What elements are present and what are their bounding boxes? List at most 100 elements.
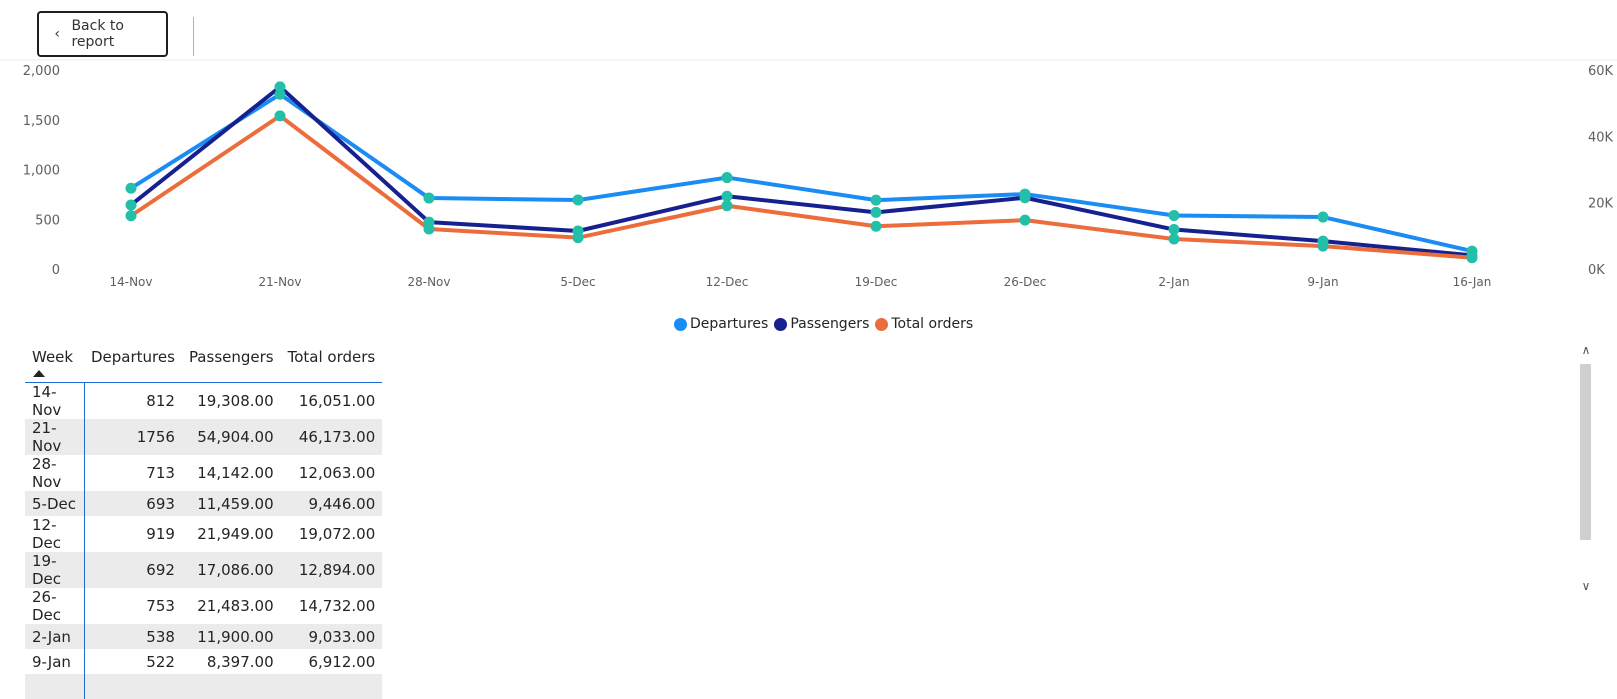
legend-swatch-passengers: [774, 317, 788, 331]
sort-ascending-icon: [33, 370, 45, 377]
data-point: [423, 192, 435, 204]
y-right-tick-label: 20K: [1588, 197, 1614, 212]
cell-total-orders: 19,072.00: [298, 525, 376, 543]
table-row[interactable]: 14-Nov 812 19,308.00 16,051.00: [25, 382, 382, 419]
data-point: [1019, 214, 1031, 226]
cell-passengers: 11,459.00: [181, 491, 281, 516]
table-row-partial[interactable]: [25, 674, 383, 699]
cell-week: 21-Nov: [25, 419, 85, 455]
column-header-week[interactable]: Week: [25, 340, 84, 383]
cell-passengers: 21,949.00: [197, 525, 274, 543]
cell-departures: 1756: [84, 419, 182, 455]
data-point: [274, 81, 286, 93]
legend-item-total-orders[interactable]: Total orders: [875, 316, 973, 332]
legend-item-departures[interactable]: Departures: [674, 316, 768, 332]
header-divider: [0, 59, 1617, 61]
chevron-down-icon[interactable]: ∨: [1581, 579, 1591, 593]
y-right-tick-label: 0K: [1588, 263, 1605, 278]
cell-departures: 713: [146, 464, 175, 482]
data-point: [1168, 233, 1180, 245]
back-to-report-button[interactable]: ‹ Back to report: [37, 11, 168, 57]
data-point: [1317, 240, 1329, 252]
data-point: [721, 200, 733, 212]
top-bar: ‹ Back to report: [0, 0, 1617, 60]
cell-departures: [84, 674, 182, 699]
cell-passengers: 17,086.00: [181, 552, 281, 588]
x-tick-label: 2-Jan: [1158, 275, 1189, 289]
cell-passengers: [181, 674, 281, 699]
cell-passengers: 19,308.00: [197, 392, 274, 410]
table-row[interactable]: 21-Nov 1756 54,904.00 46,173.00: [25, 419, 383, 455]
y-right-tick-label: 60K: [1588, 64, 1614, 79]
table-row[interactable]: 19-Dec 692 17,086.00 12,894.00: [25, 552, 383, 588]
table-row[interactable]: 28-Nov 713 14,142.00 12,063.00: [25, 455, 382, 491]
data-point: [870, 220, 882, 232]
line-chart: 0 500 1,000 1,500 2,000 0K 20K 40K 60K 14-Nov 21-N…: [23, 64, 1614, 289]
x-tick-label: 21-Nov: [258, 275, 301, 289]
scrollbar-thumb[interactable]: [1580, 364, 1591, 540]
legend-swatch-departures: [674, 317, 687, 331]
table-row[interactable]: 12-Dec 919 21,949.00 19,072.00: [25, 516, 382, 552]
data-point: [125, 182, 137, 194]
chevron-up-icon[interactable]: ∧: [1581, 343, 1591, 357]
data-point: [870, 194, 882, 206]
column-header-total-orders[interactable]: Total orders: [280, 340, 383, 383]
y-left-tick-label: 500: [35, 213, 60, 228]
column-header-departures[interactable]: Departures: [84, 340, 182, 383]
cell-departures: 538: [84, 624, 182, 649]
column-header-week-label: Week: [32, 348, 74, 366]
table-row[interactable]: 9-Jan 522 8,397.00 6,912.00: [25, 649, 382, 674]
data-point: [1019, 192, 1031, 204]
cell-passengers: 21,483.00: [197, 597, 274, 615]
data-point: [870, 206, 882, 218]
legend-item-passengers[interactable]: Passengers: [774, 316, 869, 332]
x-tick-label: 28-Nov: [407, 275, 450, 289]
cell-passengers: 8,397.00: [206, 652, 274, 671]
cell-week: 2-Jan: [25, 624, 85, 649]
data-table: Week Departures Passengers Total orders …: [25, 340, 383, 699]
chart-legend: Departures Passengers Total orders: [674, 316, 979, 332]
data-point: [572, 232, 584, 244]
cell-departures: 522: [146, 652, 175, 671]
cell-passengers: 54,904.00: [181, 419, 281, 455]
y-left-tick-label: 1,500: [23, 114, 60, 129]
y-left-tick-label: 2,000: [23, 64, 60, 79]
cell-week: 14-Nov: [25, 382, 85, 419]
cell-passengers: 11,900.00: [181, 624, 281, 649]
x-tick-label: 12-Dec: [706, 275, 749, 289]
cell-week: 9-Jan: [25, 649, 85, 674]
cell-departures: 692: [84, 552, 182, 588]
data-point: [1317, 211, 1329, 223]
cell-week: 26-Dec: [25, 588, 85, 624]
cell-departures: 919: [146, 525, 175, 543]
back-to-report-label: Back to report: [71, 18, 124, 50]
cell-passengers: 14,142.00: [197, 464, 274, 482]
data-point: [721, 190, 733, 202]
data-point: [1168, 209, 1180, 221]
column-header-passengers[interactable]: Passengers: [181, 340, 281, 383]
table-header-row: Week Departures Passengers Total orders: [25, 340, 383, 383]
data-point: [125, 210, 137, 222]
table-row[interactable]: 2-Jan 538 11,900.00 9,033.00: [25, 624, 383, 649]
cell-week: [25, 674, 85, 699]
legend-swatch-total-orders: [875, 317, 889, 331]
y-left-tick-label: 0: [52, 263, 60, 278]
legend-label-departures: Departures: [690, 316, 769, 332]
chevron-left-icon: ‹: [54, 26, 61, 42]
y-left-tick-label: 1,000: [23, 164, 60, 179]
cell-total-orders: 6,912.00: [308, 652, 376, 671]
x-tick-label: 9-Jan: [1307, 275, 1338, 289]
cell-week: 5-Dec: [25, 491, 85, 516]
table-row[interactable]: 5-Dec 693 11,459.00 9,446.00: [25, 491, 383, 516]
cell-total-orders: 12,063.00: [298, 464, 376, 482]
cell-week: 19-Dec: [25, 552, 85, 588]
table-scrollbar[interactable]: ∧ ∨: [1578, 340, 1594, 596]
y-right-tick-label: 40K: [1588, 130, 1614, 145]
total-orders-line: [129, 113, 1473, 260]
departures-line: [129, 92, 1473, 254]
table-row[interactable]: 26-Dec 753 21,483.00 14,732.00: [25, 588, 382, 624]
legend-label-total-orders: Total orders: [891, 316, 974, 332]
x-tick-label: 16-Jan: [1453, 275, 1492, 289]
cell-total-orders: 9,033.00: [280, 624, 383, 649]
data-point: [1466, 252, 1478, 264]
